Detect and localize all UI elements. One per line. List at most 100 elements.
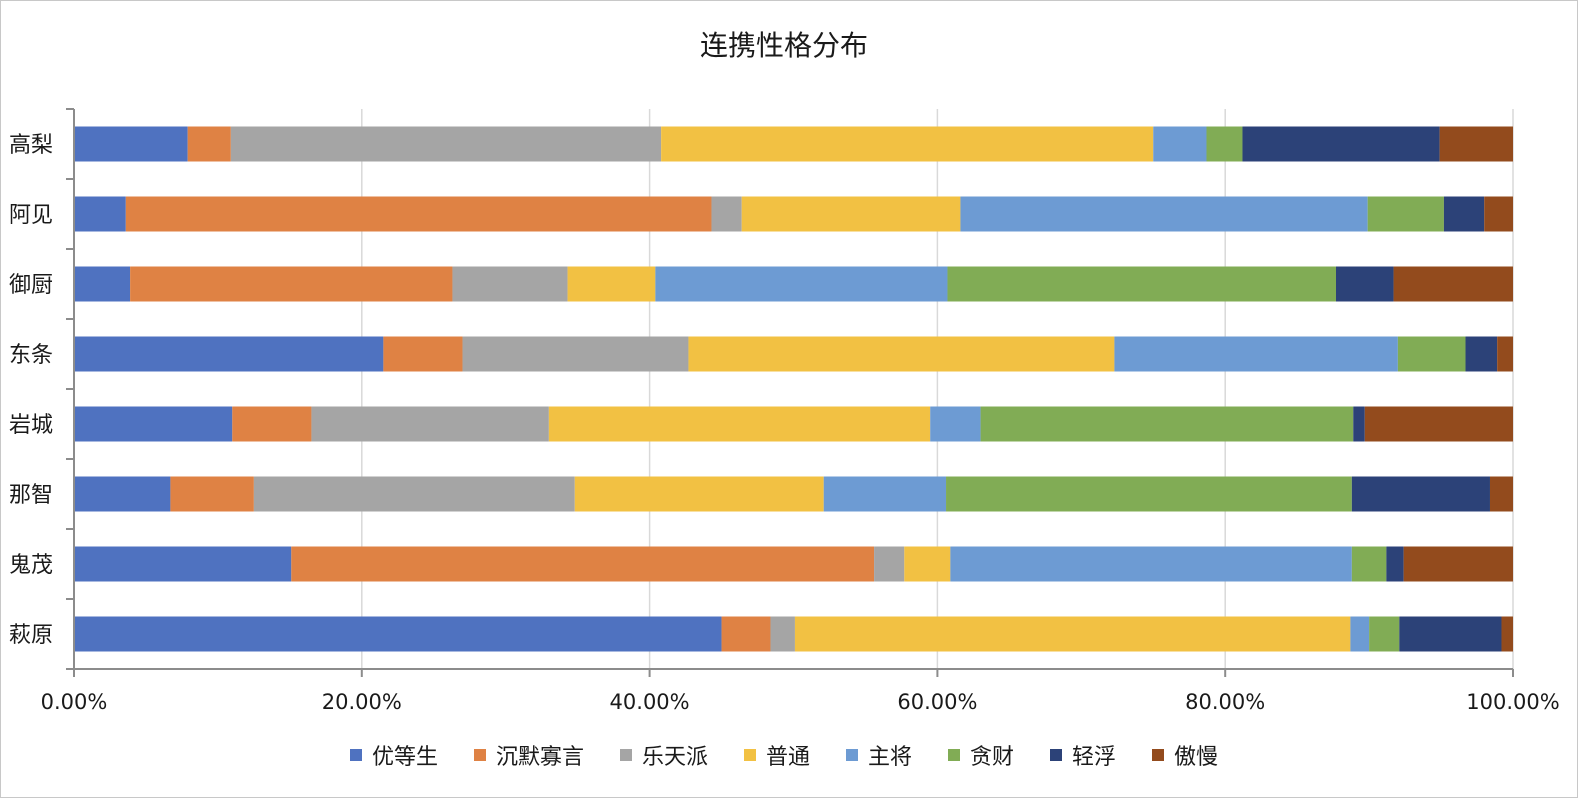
bar-segment (187, 126, 231, 162)
x-tick-label: 60.00% (897, 690, 977, 714)
bar-segment (1393, 266, 1513, 302)
bar-segment (1484, 196, 1513, 232)
legend-swatch (1152, 749, 1164, 761)
bar-segment (874, 546, 905, 582)
bar-segment (1497, 336, 1513, 372)
bar-segment (1336, 266, 1394, 302)
bar-segment (661, 126, 1154, 162)
legend-swatch (744, 749, 756, 761)
bar-segment (946, 476, 1352, 512)
bar-segment (1439, 126, 1513, 162)
bar-segment (1351, 476, 1490, 512)
category-label: 鬼茂 (9, 553, 53, 578)
category-label: 高梨 (9, 133, 53, 158)
bar-segment (947, 266, 1337, 302)
bar-segment (770, 616, 795, 652)
legend-label: 主将 (868, 745, 912, 770)
bar-segment (930, 406, 981, 442)
bar-segment (1399, 616, 1502, 652)
bar-segment (74, 266, 131, 302)
bar-segment (74, 546, 292, 582)
legend-swatch (474, 749, 486, 761)
bar-segment (74, 406, 233, 442)
bar-segment (1403, 546, 1513, 582)
bars (74, 126, 1513, 652)
x-tick-label: 80.00% (1185, 690, 1265, 714)
bar-segment (1465, 336, 1498, 372)
category-label: 御厨 (9, 273, 53, 298)
bar-segment (960, 196, 1368, 232)
bar-segment (904, 546, 951, 582)
bar-segment (1489, 476, 1513, 512)
bar-segment (1353, 406, 1365, 442)
bar-segment (980, 406, 1354, 442)
legend-swatch (350, 749, 362, 761)
bar-segment (291, 546, 875, 582)
bar-segment (1367, 196, 1444, 232)
legend-label: 傲慢 (1174, 745, 1218, 770)
bar-segment (1369, 616, 1400, 652)
bar-segment (74, 126, 188, 162)
chart-title: 连携性格分布 (700, 29, 868, 62)
bar-segment (74, 336, 384, 372)
bar-segment (452, 266, 568, 302)
category-label: 岩城 (9, 413, 53, 438)
bar-segment (823, 476, 947, 512)
bar-segment (741, 196, 961, 232)
bar-segment (1386, 546, 1404, 582)
bar-segment (170, 476, 254, 512)
bar-segment (125, 196, 712, 232)
category-label: 阿见 (9, 203, 53, 228)
category-label: 东条 (9, 343, 53, 368)
bar-segment (462, 336, 689, 372)
legend-label: 贪财 (970, 745, 1014, 770)
legend-swatch (1050, 749, 1062, 761)
bar-segment (688, 336, 1115, 372)
bar-segment (1443, 196, 1485, 232)
bar-segment (74, 476, 171, 512)
legend-label: 普通 (766, 745, 810, 770)
bar-segment (1501, 616, 1513, 652)
bar-segment (1114, 336, 1398, 372)
legend-swatch (948, 749, 960, 761)
category-label: 萩原 (9, 623, 53, 648)
bar-segment (74, 616, 722, 652)
bar-segment (950, 546, 1352, 582)
bar-segment (574, 476, 824, 512)
bar-segment (74, 196, 126, 232)
bar-segment (1242, 126, 1440, 162)
legend-swatch (620, 749, 632, 761)
bar-segment (130, 266, 453, 302)
bar-segment (253, 476, 575, 512)
x-tick-label: 20.00% (322, 690, 402, 714)
bar-segment (311, 406, 549, 442)
legend-label: 优等生 (372, 745, 438, 770)
bar-segment (548, 406, 931, 442)
bar-segment (1206, 126, 1243, 162)
bar-segment (1397, 336, 1466, 372)
bar-segment (1364, 406, 1513, 442)
bar-segment (232, 406, 312, 442)
bar-segment (1351, 546, 1387, 582)
legend-label: 乐天派 (642, 745, 708, 770)
axes (66, 108, 1514, 677)
legend-label: 沉默寡言 (496, 745, 584, 770)
bar-segment (1350, 616, 1370, 652)
bar-segment (655, 266, 948, 302)
bar-segment (711, 196, 742, 232)
x-tick-label: 100.00% (1466, 690, 1559, 714)
x-tick-label: 40.00% (610, 690, 690, 714)
bar-segment (567, 266, 656, 302)
bar-segment (230, 126, 662, 162)
category-label: 那智 (9, 483, 53, 508)
bar-segment (1153, 126, 1207, 162)
legend-label: 轻浮 (1072, 745, 1116, 770)
legend: 优等生 沉默寡言 乐天派 普通 主将 贪财 轻浮 傲慢 (350, 745, 1218, 770)
axis-labels: 0.00% 20.00% 40.00% 60.00% 80.00% 100.00% 高梨阿见… (9, 133, 1560, 714)
gridlines (361, 109, 1514, 669)
legend-swatch (846, 749, 858, 761)
x-tick-label: 0.00% (41, 690, 108, 714)
bar-segment (383, 336, 463, 372)
